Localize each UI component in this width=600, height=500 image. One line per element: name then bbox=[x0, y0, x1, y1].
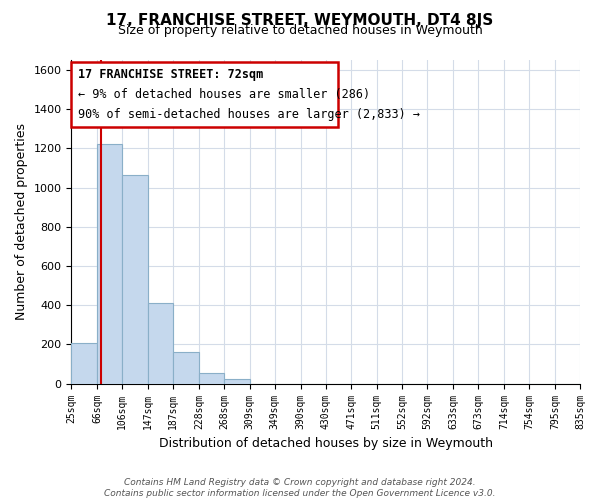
X-axis label: Distribution of detached houses by size in Weymouth: Distribution of detached houses by size … bbox=[159, 437, 493, 450]
Text: 17 FRANCHISE STREET: 72sqm: 17 FRANCHISE STREET: 72sqm bbox=[78, 68, 263, 80]
Bar bbox=[199, 374, 224, 384]
Y-axis label: Number of detached properties: Number of detached properties bbox=[15, 124, 28, 320]
Bar bbox=[97, 144, 122, 384]
Bar bbox=[71, 62, 338, 127]
Text: 17, FRANCHISE STREET, WEYMOUTH, DT4 8JS: 17, FRANCHISE STREET, WEYMOUTH, DT4 8JS bbox=[106, 12, 494, 28]
Text: Size of property relative to detached houses in Weymouth: Size of property relative to detached ho… bbox=[118, 24, 482, 37]
Bar bbox=[71, 343, 97, 384]
Text: Contains HM Land Registry data © Crown copyright and database right 2024.
Contai: Contains HM Land Registry data © Crown c… bbox=[104, 478, 496, 498]
Text: 90% of semi-detached houses are larger (2,833) →: 90% of semi-detached houses are larger (… bbox=[78, 108, 420, 121]
Bar bbox=[148, 304, 173, 384]
Bar bbox=[224, 380, 250, 384]
Text: ← 9% of detached houses are smaller (286): ← 9% of detached houses are smaller (286… bbox=[78, 88, 370, 101]
Bar bbox=[122, 175, 148, 384]
Bar bbox=[173, 352, 199, 384]
